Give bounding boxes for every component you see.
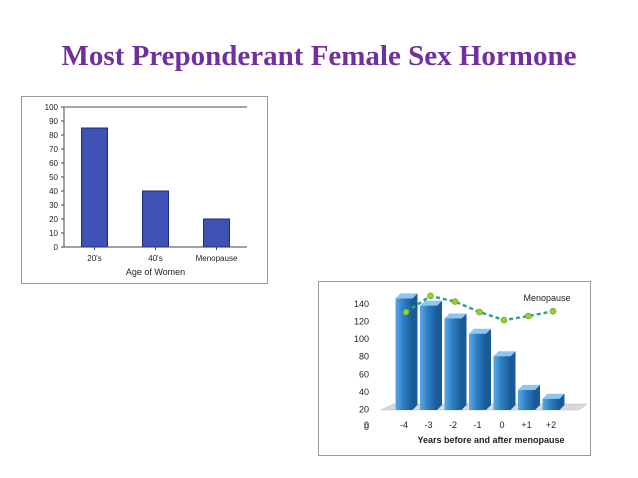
line-point: [402, 308, 410, 316]
bar: [542, 398, 560, 410]
bar-top: [518, 384, 540, 390]
x-tick-label: -2: [449, 420, 457, 430]
y-tick-label: 20: [359, 404, 369, 414]
y-tick-label: 80: [49, 131, 58, 140]
line-point: [500, 316, 508, 324]
bar-side: [535, 384, 540, 410]
line-point: [451, 298, 459, 305]
y-tick-label: 0: [54, 243, 59, 252]
y-tick-label: 60: [359, 369, 369, 379]
x-tick-label: 0: [499, 420, 504, 430]
bar-top: [469, 328, 491, 334]
legend-label: Menopause: [523, 293, 570, 303]
x-tick-label: -3: [424, 420, 432, 430]
y-tick-label: 80: [359, 352, 369, 362]
bar: [81, 127, 108, 248]
bar: [420, 305, 437, 410]
bar-side: [486, 328, 491, 410]
x-tick-label: -1: [473, 420, 481, 430]
y-tick-label: 40: [49, 187, 58, 196]
x-tick-label: +1: [521, 420, 531, 430]
bar-top: [542, 393, 565, 399]
bar: [142, 190, 169, 248]
origin-label: 0: [364, 420, 369, 430]
y-tick-label: 70: [49, 145, 58, 154]
x-axis-label: Age of Women: [126, 267, 185, 277]
y-tick-label: 100: [354, 334, 369, 344]
bar-top: [420, 300, 442, 306]
bar-chart-age-of-women: 0 10 20 30 40 50 60 70 80 90 100 20's 40's Menopause A…: [21, 96, 268, 284]
bar-top: [493, 351, 516, 357]
bar: [395, 298, 413, 410]
line-point: [525, 312, 532, 320]
y-tick-label: 40: [359, 387, 369, 397]
bar: [469, 333, 486, 410]
y-tick-label: 100: [45, 103, 59, 112]
y-tick-label: 10: [49, 229, 58, 238]
x-tick-label: 20's: [87, 254, 101, 263]
bar-side: [461, 313, 467, 410]
x-tick-label: 40's: [148, 254, 162, 263]
line-point: [476, 308, 483, 316]
bar: [203, 218, 230, 248]
bar-side: [559, 393, 565, 410]
x-tick-label: -4: [400, 420, 408, 430]
chart1-svg: 0 10 20 30 40 50 60 70 80 90 100 20's 40's Menopause A…: [45, 103, 247, 277]
x-tick-label: Menopause: [196, 254, 238, 263]
bar-side: [412, 293, 418, 410]
y-tick-label: 20: [49, 215, 58, 224]
bar-top: [395, 293, 418, 299]
y-tick-label: 60: [49, 159, 58, 168]
x-axis-label: Years before and after menopause: [417, 435, 564, 445]
line-point: [427, 292, 434, 300]
y-tick-label: 90: [49, 117, 58, 126]
bar: [493, 356, 511, 410]
line-point: [549, 307, 557, 315]
bar-side: [510, 351, 516, 410]
bar-side: [437, 300, 442, 410]
y-tick-label: 140: [354, 299, 369, 309]
bar-chart-years-menopause: 0 20 40 60 80 100 120 140 -4 -3 -2 -1 0 +1 +2 0 Menopaus…: [318, 281, 591, 456]
bar-top: [444, 313, 467, 319]
bar: [518, 389, 535, 410]
y-tick-label: 120: [354, 317, 369, 327]
bar: [444, 318, 462, 410]
x-tick-label: +2: [546, 420, 556, 430]
slide-title: Most Preponderant Female Sex Hormone: [61, 40, 577, 72]
y-tick-label: 0: [364, 422, 369, 432]
y-tick-label: 50: [49, 173, 58, 182]
y-tick-label: 30: [49, 201, 58, 210]
